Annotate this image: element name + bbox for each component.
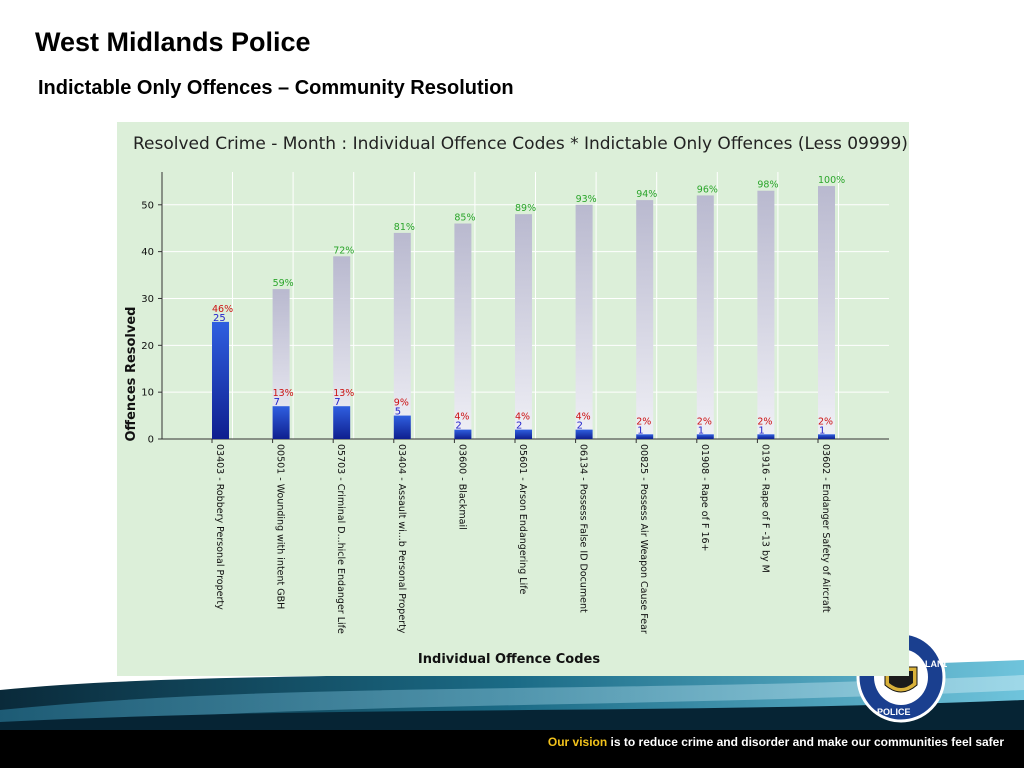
value-label: 25 [213,313,226,324]
cumulative-bar [575,204,593,439]
cumulative-percent-label: 59% [273,278,294,289]
value-label: 5 [395,407,401,418]
percent-label: 4% [576,412,591,423]
value-label: 1 [758,425,764,436]
y-tick-label: 50 [141,200,154,211]
y-tick-label: 0 [148,435,154,446]
cumulative-bar [333,256,351,439]
cumulative-percent-label: 89% [515,203,536,214]
value-bar [696,434,714,439]
cumulative-bar [757,190,775,439]
chart-title: Resolved Crime - Month : Individual Offe… [133,134,908,154]
category-label: 03403 - Robbery Personal Property [214,444,225,610]
cumulative-percent-label: 96% [697,184,718,195]
percent-label: 13% [273,388,294,399]
category-label: 01916 - Rape of F -13 by M [759,444,770,573]
category-label: 05601 - Arson Endangering Life [517,444,528,595]
percent-label: 2% [818,416,833,427]
value-label: 2 [577,421,583,432]
value-label: 1 [698,425,704,436]
chart-panel: Resolved Crime - Month : Individual Offe… [117,122,909,676]
cumulative-percent-label: 93% [576,194,597,205]
value-label: 1 [637,425,643,436]
page-title: West Midlands Police [35,27,311,57]
y-tick-label: 40 [141,247,154,258]
y-tick-label: 20 [141,341,154,352]
y-axis-label: Offences Resolved [124,307,139,442]
cumulative-bar [272,289,290,439]
cumulative-bar [393,232,411,439]
percent-label: 4% [454,412,469,423]
category-label: 06134 - Possess False ID Document [578,444,589,613]
category-label: 05703 - Criminal D...hicle Endanger Life [335,444,346,634]
footer-vision-lead: Our vision [547,735,608,749]
value-bar [393,415,411,439]
percent-label: 46% [212,304,233,315]
value-bar [636,434,654,439]
cumulative-bar [696,195,714,439]
y-tick-label: 10 [141,388,154,399]
value-bar [333,406,351,439]
y-tick-label: 30 [141,294,154,305]
percent-label: 13% [333,388,354,399]
category-label: 03602 - Endanger Safety of Aircraft [820,444,831,613]
value-label: 7 [334,397,340,408]
value-bar [272,406,290,439]
page-subtitle: Indictable Only Offences – Community Res… [38,77,514,99]
cumulative-bar [454,223,472,439]
cumulative-bar [515,214,532,439]
value-bar [757,434,775,439]
category-label: 03600 - Blackmail [456,444,467,530]
cumulative-bar [636,200,654,439]
footer-vision: Our vision is to reduce crime and disord… [548,735,1004,749]
value-bar [575,429,593,439]
cumulative-bar [818,186,835,439]
x-axis-label: Individual Offence Codes [418,652,600,667]
bar-chart: Resolved Crime - Month : Individual Offe… [124,134,908,667]
percent-label: 2% [697,416,712,427]
percent-label: 2% [636,416,651,427]
value-bar [515,429,532,439]
cumulative-percent-label: 98% [757,180,778,191]
value-bar [818,434,835,439]
category-label: 03404 - Assault wi...b Personal Property [396,444,407,634]
value-label: 1 [819,425,825,436]
value-label: 7 [274,397,280,408]
cumulative-percent-label: 100% [818,175,845,186]
category-label: 00501 - Wounding with intent GBH [275,444,286,609]
value-label: 2 [516,421,522,432]
logo-text-bottom: POLICE [877,707,911,717]
logo-text-top: LANDS [925,659,947,669]
cumulative-percent-label: 94% [636,189,657,200]
value-bar [212,321,229,439]
cumulative-percent-label: 85% [454,213,475,224]
cumulative-percent-label: 81% [394,222,415,233]
percent-label: 4% [515,412,530,423]
cumulative-percent-label: 72% [333,245,354,256]
value-bar [454,429,472,439]
footer-band [0,660,1024,768]
percent-label: 9% [394,398,409,409]
value-label: 2 [455,421,461,432]
percent-label: 2% [757,416,772,427]
category-label: 01908 - Rape of F 16+ [699,444,710,552]
footer-vision-rest: is to reduce crime and disorder and make… [607,735,1004,749]
category-label: 00825 - Possess Air Weapon Cause Fear [638,444,649,634]
